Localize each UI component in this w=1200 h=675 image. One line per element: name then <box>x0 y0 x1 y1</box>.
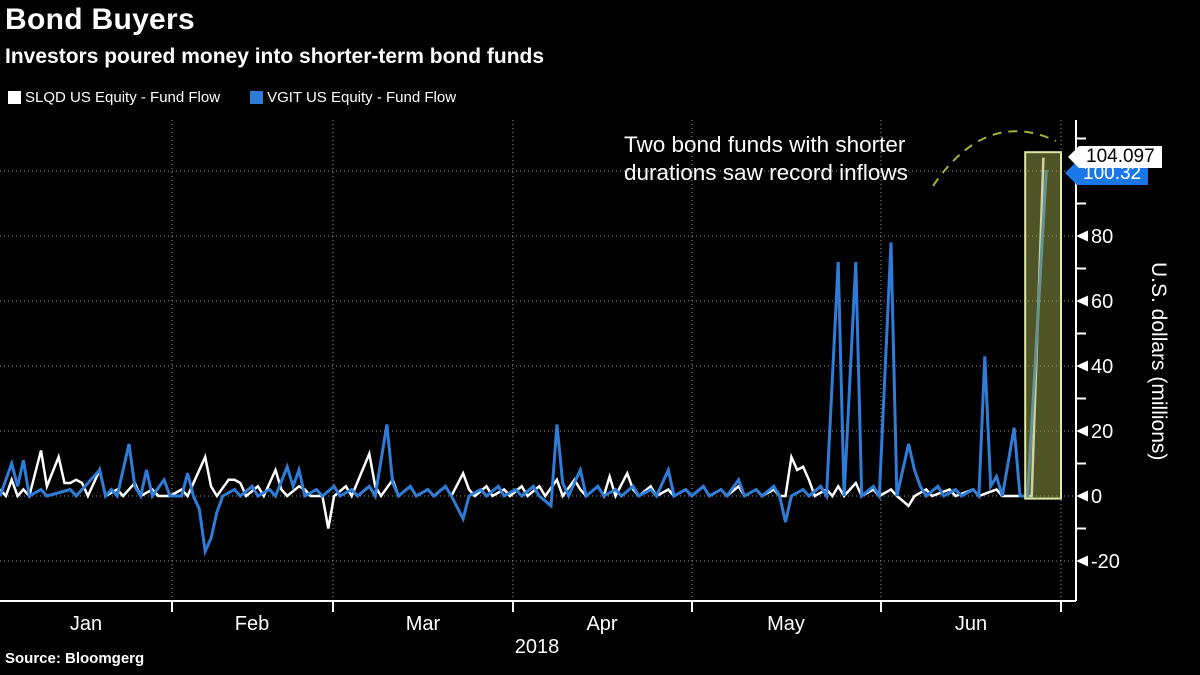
record-highlight-box <box>1024 151 1062 500</box>
gridlines <box>0 120 1076 601</box>
month-label: Jun <box>955 613 987 635</box>
legend: SLQD US Equity - Fund Flow VGIT US Equit… <box>8 89 456 106</box>
y-tick-label: 20 <box>1091 421 1113 443</box>
legend-label-slqd: SLQD US Equity - Fund Flow <box>25 89 221 106</box>
y-tick-label: 60 <box>1091 291 1113 313</box>
month-label: Jan <box>70 613 102 635</box>
x-tick-labels: Jan Feb Mar Apr May Jun 2018 <box>70 613 987 658</box>
legend-item-slqd: SLQD US Equity - Fund Flow <box>8 89 220 106</box>
year-label: 2018 <box>515 636 560 658</box>
month-label: May <box>767 613 805 635</box>
axes <box>0 120 1086 612</box>
y-tick-label: 40 <box>1091 356 1113 378</box>
month-label: Apr <box>586 613 617 635</box>
chart-subtitle: Investors poured money into shorter-term… <box>5 45 545 68</box>
y-tick-label: 80 <box>1091 226 1113 248</box>
legend-label-vgit: VGIT US Equity - Fund Flow <box>267 89 457 106</box>
source-credit: Source: Bloomgerg <box>5 650 145 667</box>
y-tick-label: 0 <box>1091 486 1102 508</box>
y-axis-title: U.S. dollars (millions) <box>1147 261 1170 461</box>
slqd-swatch-icon <box>8 91 21 104</box>
annotation-line-1: Two bond funds with shorter <box>624 132 906 157</box>
page-title: Bond Buyers <box>5 3 195 36</box>
last-value-label-slqd: 104.097 <box>1068 146 1162 168</box>
month-label: Feb <box>235 613 269 635</box>
legend-item-vgit: VGIT US Equity - Fund Flow <box>250 89 456 106</box>
y-tick-labels: -20 0 20 40 60 80 <box>1076 226 1120 573</box>
vgit-series-line <box>0 169 1048 557</box>
annotation-arrow-arc <box>932 130 1057 187</box>
annotation-line-2: durations saw record inflows <box>624 160 908 185</box>
vgit-swatch-icon <box>250 91 264 104</box>
chart-annotation: Two bond funds with shorter durations sa… <box>624 131 908 187</box>
month-label: Mar <box>406 613 441 635</box>
y-tick-label: -20 <box>1091 551 1120 573</box>
